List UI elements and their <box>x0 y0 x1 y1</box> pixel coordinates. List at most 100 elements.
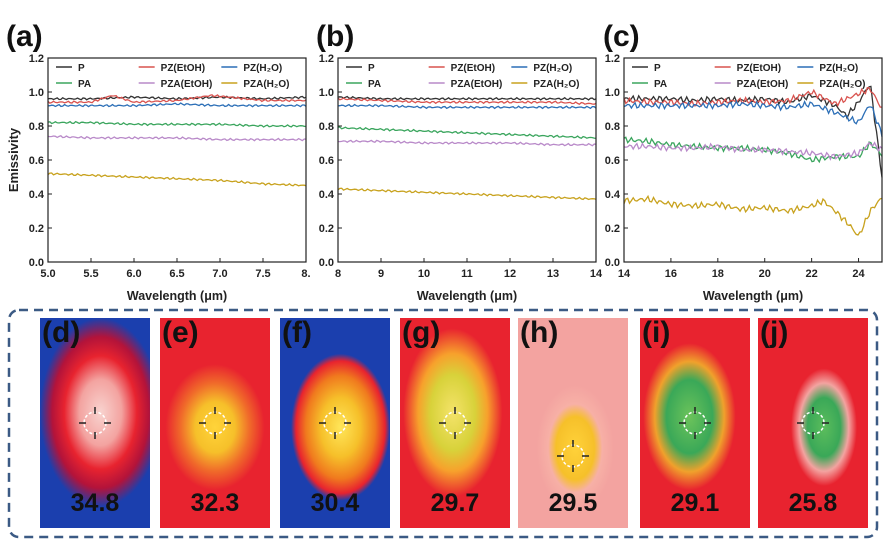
y-tick-label: 0.8 <box>29 121 44 133</box>
series-line <box>337 103 597 110</box>
temperature-readout: 30.4 <box>310 489 360 517</box>
x-tick-label: 9 <box>378 268 384 280</box>
series-line <box>47 120 307 128</box>
series-line <box>47 95 307 101</box>
panel-label: (a) <box>6 20 43 53</box>
legend-label: PZ(EtOH) <box>737 63 781 74</box>
series-line <box>623 99 883 138</box>
x-tick-label: 5.5 <box>83 268 98 280</box>
x-tick-label: 24 <box>852 268 865 280</box>
y-tick-label: 1.0 <box>605 87 620 99</box>
x-tick-label: 7.5 <box>255 268 270 280</box>
dashed-frame <box>7 308 879 539</box>
crosshair-icon <box>199 407 231 439</box>
legend-label: PZ(H₂O) <box>243 63 282 74</box>
chart-panel-0: (a) 0.0 0.2 0.4 0.6 0.8 1.0 1.2 5.0 5.5 6.0 6.5 7.0 7… <box>6 20 311 303</box>
x-tick-label: 12 <box>504 268 516 280</box>
crosshair-icon <box>797 407 829 439</box>
legend-label: PZA(EtOH) <box>737 79 789 90</box>
panel-label: (b) <box>316 20 354 53</box>
legend-label: PZ(EtOH) <box>161 63 205 74</box>
y-tick-label: 1.2 <box>605 53 620 65</box>
thermal-panel-label: (f) <box>282 318 312 349</box>
thermal-image-panel: (g) 29.7 <box>400 318 510 528</box>
x-tick-label: 5.0 <box>40 268 55 280</box>
thermal-panel-label: (e) <box>162 318 199 349</box>
thermal-panel-label: (g) <box>402 318 441 349</box>
series-line <box>337 139 597 147</box>
crosshair-icon <box>79 407 111 439</box>
thermal-image-panel: (d) 34.8 <box>40 318 150 528</box>
y-tick-label: 1.2 <box>319 53 334 65</box>
x-tick-label: 7.0 <box>212 268 227 280</box>
legend-label: PA <box>654 79 667 90</box>
panel-label: (c) <box>603 20 640 53</box>
series-line <box>623 141 883 161</box>
thermal-image-panel: (f) 30.4 <box>280 318 390 528</box>
y-tick-label: 0.2 <box>29 223 44 235</box>
crosshair-icon <box>319 407 351 439</box>
y-tick-label: 0.0 <box>29 257 44 269</box>
crosshair-icon <box>557 440 589 472</box>
y-tick-label: 0.8 <box>319 121 334 133</box>
legend-label: PZA(H₂O) <box>243 79 289 90</box>
legend-label: P <box>368 63 375 74</box>
thermal-panel-label: (h) <box>520 318 559 349</box>
y-tick-label: 0.4 <box>605 189 621 201</box>
x-axis-label: Wavelength (μm) <box>703 289 803 303</box>
x-tick-label: 11 <box>461 268 473 280</box>
legend-label: PZA(H₂O) <box>533 79 579 90</box>
x-axis-label: Wavelength (μm) <box>417 289 517 303</box>
x-tick-label: 13 <box>547 268 559 280</box>
x-tick-label: 22 <box>806 268 818 280</box>
legend-label: PA <box>368 79 381 90</box>
series-line <box>47 94 307 104</box>
temperature-readout: 29.1 <box>670 489 720 517</box>
emissivity-charts: (a) 0.0 0.2 0.4 0.6 0.8 1.0 1.2 5.0 5.5 6.0 6.5 7.0 7… <box>6 20 883 303</box>
y-tick-label: 1.2 <box>29 53 44 65</box>
y-tick-label: 0.2 <box>605 223 620 235</box>
x-tick-label: 6.0 <box>126 268 141 280</box>
thermal-image-panel: (i) 29.1 <box>640 318 750 528</box>
thermal-panel-label: (j) <box>760 318 789 349</box>
x-tick-label: 10 <box>418 268 430 280</box>
series-line <box>623 86 882 108</box>
series-line <box>337 126 597 140</box>
legend-label: PZ(H₂O) <box>819 63 858 74</box>
thermal-panel-label: (d) <box>42 318 81 349</box>
y-tick-label: 0.6 <box>605 155 620 167</box>
x-axis-label: Wavelength (μm) <box>127 289 227 303</box>
series-line <box>47 172 307 187</box>
y-tick-label: 0.4 <box>29 189 45 201</box>
legend-label: P <box>78 63 85 74</box>
x-tick-label: 18 <box>712 268 724 280</box>
thermal-image-panel: (h) 29.5 <box>518 318 628 528</box>
chart-panel-2: (c) 0.0 0.2 0.4 0.6 0.8 1.0 1.2 14 16 18 20 22 24 Wave… <box>603 20 883 303</box>
y-tick-label: 0.2 <box>319 223 334 235</box>
thermal-panel-label: (i) <box>642 318 671 349</box>
temperature-readout: 29.5 <box>548 489 598 517</box>
legend-label: PZA(H₂O) <box>819 79 865 90</box>
series-line <box>337 187 597 201</box>
temperature-readout: 34.8 <box>70 489 120 517</box>
y-axis-label: Emissivity <box>6 127 21 192</box>
crosshair-icon <box>439 407 471 439</box>
x-tick-label: 14 <box>590 268 603 280</box>
series-line <box>47 135 307 142</box>
legend-label: P <box>654 63 661 74</box>
crosshair-icon <box>679 407 711 439</box>
legend-label: PA <box>78 79 91 90</box>
y-tick-label: 0.6 <box>29 155 44 167</box>
y-tick-label: 1.0 <box>29 87 44 99</box>
series-line <box>337 95 597 101</box>
x-tick-label: 8. <box>301 268 310 280</box>
legend-label: PZA(EtOH) <box>161 79 213 90</box>
x-tick-label: 16 <box>665 268 677 280</box>
series-line <box>623 194 883 236</box>
y-tick-label: 0.0 <box>605 257 620 269</box>
series-line <box>337 97 597 105</box>
thermal-images-section <box>0 305 886 542</box>
y-tick-label: 1.0 <box>319 87 334 99</box>
x-tick-label: 6.5 <box>169 268 184 280</box>
thermal-image-panel: (j) 25.8 <box>758 318 868 528</box>
